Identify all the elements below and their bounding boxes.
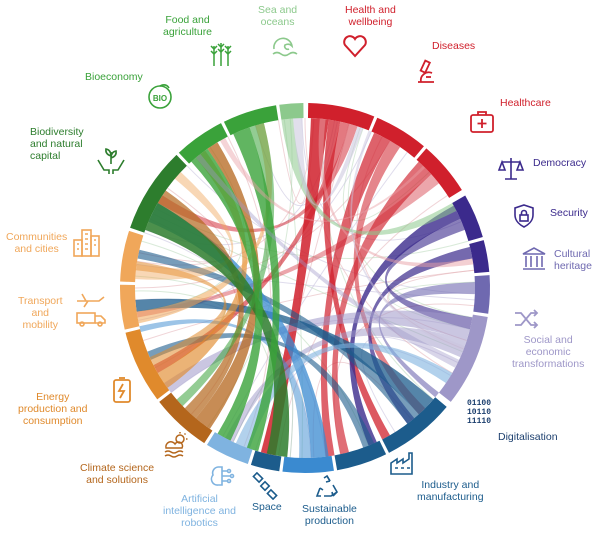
label-industry-and-manufacturing: Industry and manufacturing <box>417 479 484 503</box>
plane-truck-icon <box>76 293 106 327</box>
arc-health-and-wellbeing <box>307 103 375 131</box>
label-food-and-agriculture: Food and agriculture <box>163 14 213 38</box>
wave-icon <box>272 37 298 57</box>
label-security: Security <box>550 207 588 219</box>
arc-sustainable-production <box>282 455 334 473</box>
circuit-brain-icon <box>210 466 235 486</box>
chord-ribbon <box>235 342 453 449</box>
svg-text:11110: 11110 <box>467 417 491 425</box>
chord-ribbons <box>134 117 476 459</box>
label-biodiversity-and-natural-capital: Biodiversity and natural capital <box>30 126 84 162</box>
chord-arcs <box>120 103 490 473</box>
arc-transport-and-mobility <box>120 284 140 330</box>
arc-space <box>250 450 282 472</box>
scales-icon <box>497 158 525 180</box>
arc-industry-and-manufacturing <box>334 440 387 471</box>
chord-ribbon <box>135 261 227 373</box>
chord-ribbon <box>320 132 390 457</box>
chord-ribbon <box>135 172 234 280</box>
chord-ribbon <box>145 203 290 458</box>
arc-digitalisation <box>382 397 447 453</box>
label-healthcare: Healthcare <box>500 97 551 109</box>
city-icon <box>73 229 100 257</box>
microscope-icon <box>418 59 434 83</box>
chord-thin-link <box>361 336 459 433</box>
arc-biodiversity-and-natural-capital <box>130 154 187 233</box>
label-cultural-heritage: Cultural heritage <box>554 248 592 272</box>
svg-text:01100: 01100 <box>467 399 491 408</box>
chord-ribbon <box>147 333 375 448</box>
factory-icon <box>390 452 413 475</box>
arc-energy-production-and-consumption <box>125 329 170 400</box>
hands-plant-icon <box>97 148 125 174</box>
label-space: Space <box>252 501 282 513</box>
chord-ribbon <box>293 118 364 206</box>
label-democracy: Democracy <box>533 157 587 169</box>
arc-food-and-agriculture <box>223 105 279 136</box>
svg-text:BIO: BIO <box>153 94 167 103</box>
heart-icon <box>343 35 367 58</box>
label-health-and-wellbeing: Health and wellbeing <box>345 4 396 28</box>
wheat-icon <box>210 43 232 66</box>
chord-ribbon <box>157 190 244 419</box>
chord-ribbon <box>157 150 248 388</box>
label-sustainable-production: Sustainable production <box>302 503 357 527</box>
label-digitalisation: Digitalisation <box>498 431 558 443</box>
arc-bioeconomy <box>178 123 228 164</box>
bio-leaf-icon: BIO <box>148 84 172 109</box>
columns-icon <box>522 247 546 270</box>
label-diseases: Diseases <box>432 40 476 52</box>
label-climate-science-and-solutions: Climate science and solutions <box>80 462 155 486</box>
battery-icon <box>113 377 131 403</box>
arc-social-and-economic-transformations <box>438 314 488 402</box>
chord-ribbon <box>176 123 275 407</box>
label-bioeconomy: Bioeconomy <box>85 71 143 83</box>
chord-ribbon <box>195 142 260 429</box>
arc-healthcare <box>416 148 462 198</box>
arc-climate-science-and-solutions <box>159 392 213 444</box>
chord-thin-link <box>304 117 453 374</box>
label-energy-production-and-consumption: Energy production and consumption <box>18 391 88 427</box>
label-sea-and-oceans: Sea and oceans <box>258 4 298 28</box>
arc-diseases <box>371 117 424 158</box>
satellite-icon <box>252 472 278 500</box>
label-transport-and-mobility: Transport and mobility <box>18 295 63 331</box>
chord-ribbon <box>135 298 434 415</box>
label-communities-and-cities: Communities and cities <box>6 231 68 255</box>
chord-ribbon <box>191 148 263 441</box>
arc-sea-and-oceans <box>279 103 304 120</box>
label-artificial-intelligence-and-robotics: Artificial intelligence and robotics <box>163 493 236 529</box>
shuffle-arrows-icon <box>515 309 539 329</box>
weather-icon <box>164 432 188 458</box>
arc-communities-and-cities <box>120 230 144 283</box>
svg-text:10110: 10110 <box>467 408 491 417</box>
recycle-icon <box>315 474 338 497</box>
label-social-and-economic-transformations: Social and economic transformations <box>512 334 585 370</box>
chord-ribbon <box>331 161 432 455</box>
arc-cultural-heritage <box>473 275 490 314</box>
chord-ribbon <box>323 119 390 440</box>
arc-artificial-intelligence-and-robotics <box>206 432 253 464</box>
shield-lock-icon <box>514 204 534 228</box>
arc-security <box>469 240 490 274</box>
chord-ribbon <box>220 137 426 222</box>
binary-code-icon: 01100 10110 11110 <box>467 399 491 425</box>
chord-ribbon <box>350 130 465 352</box>
chord-ribbon <box>378 282 476 398</box>
chord-ribbon <box>384 218 473 330</box>
first-aid-kit-icon <box>470 111 494 133</box>
arc-democracy <box>452 195 483 242</box>
